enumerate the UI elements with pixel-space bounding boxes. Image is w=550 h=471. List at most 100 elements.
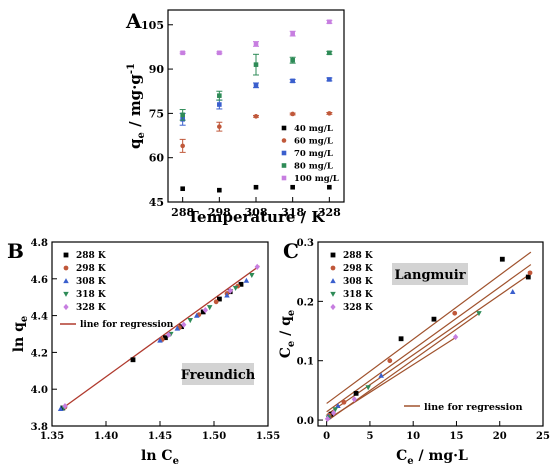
- data-point: [180, 50, 185, 56]
- panel-a-ylabel-sup: -1: [126, 63, 137, 74]
- panel-b-regression: [59, 265, 260, 411]
- data-point: [335, 402, 341, 408]
- y-tick-label: 0.2: [297, 297, 314, 308]
- panel-a-xlabel: Temperature / K: [188, 208, 326, 226]
- legend-label: 298 K: [76, 264, 107, 274]
- x-tick-label: 308: [245, 206, 268, 219]
- legend-marker: [63, 265, 69, 271]
- panel-b-annotation-box: [182, 363, 254, 385]
- panel-a-axes: 288 298 308 318 328 45 60 75 90 105: [141, 19, 341, 219]
- panel-c-annotation: Langmuir: [394, 268, 465, 283]
- y-tick-label: 75: [149, 107, 164, 120]
- y-tick-label: 105: [141, 19, 164, 32]
- data-point: [130, 357, 136, 363]
- x-tick-label: 0: [323, 431, 330, 442]
- y-tick-label: 0.0: [297, 416, 314, 427]
- data-point: [327, 50, 332, 56]
- legend-label: 40 mg/L: [294, 124, 333, 134]
- data-point: [217, 93, 222, 98]
- legend-label: 308 K: [76, 277, 107, 287]
- regression-line: [326, 336, 457, 421]
- data-point: [378, 372, 384, 378]
- data-point: [327, 184, 332, 190]
- legend-label: 328 K: [76, 303, 107, 313]
- data-point: [180, 186, 185, 192]
- x-tick-label: 1.40: [94, 431, 118, 442]
- data-point: [290, 78, 295, 84]
- legend-marker: [63, 303, 69, 311]
- data-point: [341, 399, 347, 405]
- data-point: [166, 331, 172, 339]
- panel-b-marks: [57, 263, 260, 412]
- panel-c-xlabel-sub: e: [407, 456, 413, 467]
- panel-b-annotation: Freundich: [181, 368, 256, 383]
- data-point: [217, 50, 222, 56]
- data-point: [398, 336, 404, 342]
- data-point: [57, 406, 64, 412]
- y-tick-label: 4.4: [31, 312, 48, 323]
- panel-b-xlabel: ln Ce: [141, 448, 179, 467]
- data-point: [253, 184, 259, 190]
- y-tick-label: 4.8: [31, 238, 48, 249]
- data-point: [200, 309, 206, 315]
- panel-a-letter: A: [125, 9, 142, 33]
- x-tick-label: 20: [493, 431, 507, 442]
- data-point: [217, 124, 222, 129]
- x-tick-label: 15: [450, 431, 464, 442]
- x-tick-label: 5: [366, 431, 373, 442]
- data-point: [253, 83, 259, 88]
- data-point: [476, 311, 482, 317]
- data-point: [253, 41, 259, 47]
- data-point: [499, 256, 505, 262]
- data-point: [452, 310, 458, 316]
- data-point: [202, 306, 208, 314]
- data-point: [62, 403, 68, 410]
- data-point: [187, 318, 193, 324]
- y-tick-label: 4.0: [31, 385, 48, 396]
- panel-a-legend: 40 mg/L 60 mg/L 70 mg/L 80 mg/L 100 mg/L: [281, 124, 339, 184]
- panel-b-axes: 1.35 1.40 1.45 1.50 1.55 3.8 4.0 4.2 4.4 4.6 4.8: [31, 238, 281, 442]
- panel-c-xlabel-unit: / mg·L: [414, 448, 468, 464]
- data-point: [253, 62, 259, 67]
- panel-a-ylabel-unit: / mg·g: [126, 74, 144, 133]
- data-point: [452, 333, 459, 341]
- data-point: [224, 292, 230, 298]
- panel-a-ylabel-sub: e: [136, 132, 147, 138]
- panel-c-axes: 0 5 10 15 20 25 0.0 0.1 0.2 0.3: [297, 238, 550, 442]
- data-point: [527, 270, 533, 276]
- data-point: [217, 102, 222, 107]
- data-point: [330, 409, 337, 417]
- x-tick-label: 328: [318, 206, 341, 219]
- data-point: [157, 337, 163, 343]
- panel-c: C 0 5 10 15 20 25 0.0 0.1 0.2 0.3 288 K 298 K 308 K…: [278, 238, 550, 467]
- data-point: [290, 31, 295, 36]
- legend-marker: [330, 252, 336, 258]
- data-point: [525, 274, 531, 280]
- data-point: [180, 143, 185, 149]
- x-tick-label: 1.45: [148, 431, 172, 442]
- regression-line: [326, 272, 532, 416]
- legend-marker: [330, 265, 336, 271]
- legend-label: 318 K: [343, 290, 374, 300]
- legend-marker: [63, 291, 69, 297]
- data-point: [353, 390, 359, 396]
- data-point: [327, 19, 332, 25]
- panel-a-marks: [179, 19, 333, 193]
- y-tick-label: 4.2: [31, 348, 48, 359]
- x-tick-label: 1.35: [40, 431, 64, 442]
- legend-label: 288 K: [76, 251, 107, 261]
- data-point: [351, 396, 357, 403]
- legend-marker: [281, 138, 287, 143]
- data-point: [181, 321, 187, 328]
- panel-c-marks: [324, 256, 533, 422]
- panel-a-ylabel: qe / mg·g-1: [126, 63, 147, 149]
- data-point: [174, 325, 181, 331]
- legend-label-regression: line for regression: [424, 402, 523, 413]
- data-point: [431, 316, 437, 322]
- panel-b-xlabel-sub: e: [173, 456, 179, 467]
- panel-c-ylabel-sub2: e: [286, 310, 297, 316]
- x-tick-label: 10: [406, 431, 420, 442]
- data-point: [206, 305, 213, 311]
- data-point: [509, 288, 516, 295]
- panel-c-annotation-box: [392, 263, 468, 285]
